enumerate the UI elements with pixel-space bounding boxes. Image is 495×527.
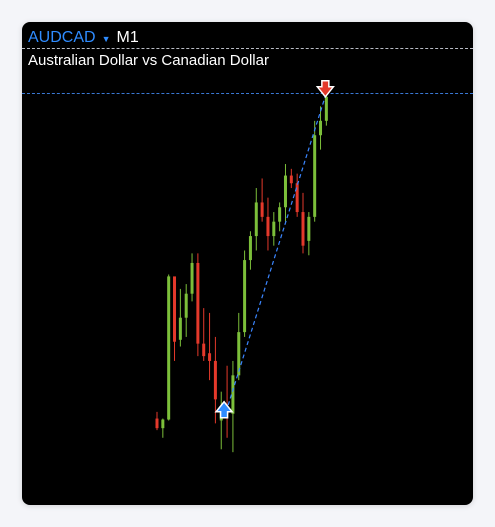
bear-candle [213, 360, 217, 400]
up-arrow-icon[interactable] [214, 400, 234, 419]
bear-candle [289, 175, 293, 184]
bull-candle [278, 207, 282, 222]
bear-candle [173, 276, 177, 342]
timeframe-label[interactable]: M1 [116, 29, 139, 46]
bull-candle [324, 96, 328, 121]
symbol-selector[interactable]: AUDCAD [28, 29, 96, 46]
bear-candle [196, 262, 200, 344]
bull-candle [313, 135, 317, 217]
down-arrow-icon[interactable] [315, 80, 335, 99]
bull-candle [190, 262, 194, 294]
bull-candle [283, 175, 287, 208]
bull-candle [237, 332, 241, 376]
bull-candle [184, 293, 188, 318]
current-price-line [22, 93, 473, 94]
bear-candle [155, 418, 159, 429]
bear-candle [202, 343, 206, 357]
bull-candle [272, 221, 276, 237]
bear-candle [266, 216, 270, 237]
chart-panel[interactable]: AUDCAD ▼ M1 Australian Dollar vs Canadia… [22, 22, 473, 505]
bull-candle [231, 375, 235, 414]
trend-line [225, 92, 327, 412]
bull-candle [178, 317, 182, 340]
chart-header: AUDCAD ▼ M1 [28, 29, 139, 47]
bull-candle [307, 216, 311, 241]
bull-candle [161, 419, 165, 429]
symbol-description: Australian Dollar vs Canadian Dollar [28, 52, 269, 69]
header-divider [22, 48, 473, 49]
bull-candle [248, 236, 252, 261]
bull-candle [319, 120, 323, 136]
bear-candle [295, 183, 299, 213]
bull-candle [243, 260, 247, 333]
caret-down-icon[interactable]: ▼ [101, 34, 111, 44]
bear-candle [301, 212, 305, 246]
bull-candle [167, 276, 171, 420]
bear-candle [208, 353, 212, 361]
candlestick-chart[interactable] [22, 22, 473, 505]
bear-candle [260, 202, 264, 217]
bull-candle [254, 202, 258, 237]
